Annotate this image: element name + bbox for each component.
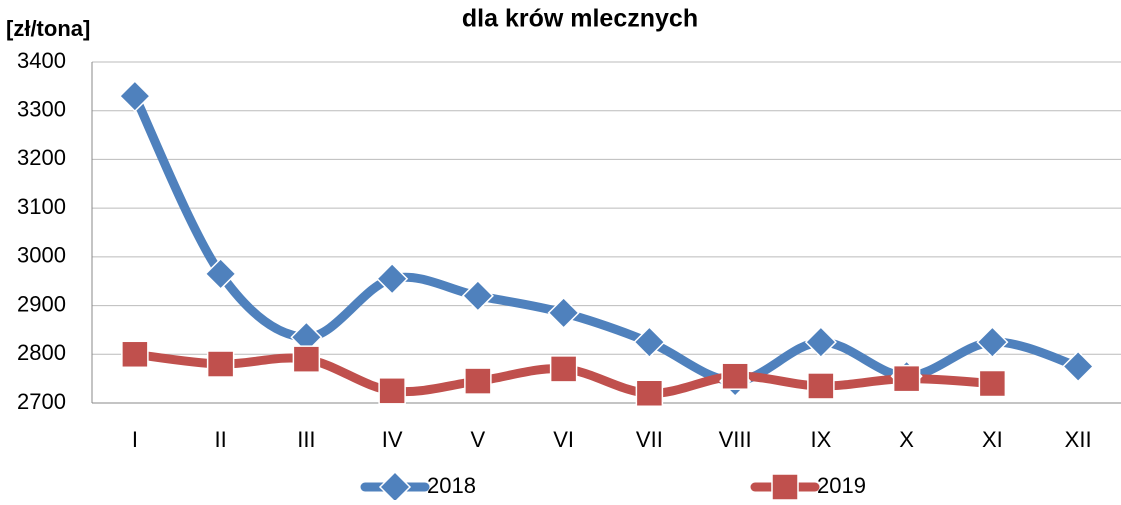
marker (376, 262, 409, 295)
marker (807, 372, 835, 400)
x-tick-label: I (132, 427, 138, 452)
y-axis-label: [zł/tona] (6, 16, 90, 41)
marker (118, 80, 151, 113)
x-tick-label: IV (382, 427, 403, 452)
marker (378, 470, 412, 504)
y-tick-label: 2800 (17, 340, 66, 365)
marker (378, 377, 406, 405)
marker (292, 345, 321, 373)
x-tick-label: IX (810, 427, 831, 452)
marker (771, 473, 799, 501)
x-tick-label: II (215, 427, 227, 452)
y-tick-label: 3200 (17, 145, 66, 170)
marker (804, 326, 837, 359)
marker (892, 364, 921, 393)
x-tick-label: VIII (719, 427, 752, 452)
x-tick-label: III (297, 427, 315, 452)
legend-label: 2019 (817, 473, 866, 498)
marker (121, 340, 149, 369)
marker (206, 350, 235, 378)
marker (635, 379, 664, 408)
marker (464, 367, 492, 395)
marker (978, 369, 1007, 398)
series-line (130, 91, 1083, 386)
x-tick-label: XII (1065, 427, 1092, 452)
marker (204, 257, 237, 290)
x-tick-label: XI (982, 427, 1003, 452)
marker (721, 362, 749, 390)
legend-label: 2018 (427, 473, 476, 498)
marker (461, 279, 494, 312)
x-tick-label: V (471, 427, 486, 452)
marker (547, 296, 580, 329)
x-tick-label: VII (636, 427, 663, 452)
y-tick-label: 2900 (17, 291, 66, 316)
marker (1062, 350, 1095, 383)
y-tick-label: 2700 (17, 389, 66, 414)
y-tick-label: 3300 (17, 97, 66, 122)
y-tick-label: 3100 (17, 194, 66, 219)
marker (633, 326, 666, 359)
x-tick-label: VI (553, 427, 574, 452)
marker (549, 355, 578, 383)
chart-title: dla krów mlecznych (462, 5, 698, 33)
y-tick-label: 3000 (17, 243, 66, 268)
marker (976, 326, 1009, 359)
y-tick-label: 3400 (17, 48, 66, 73)
x-tick-label: X (899, 427, 914, 452)
